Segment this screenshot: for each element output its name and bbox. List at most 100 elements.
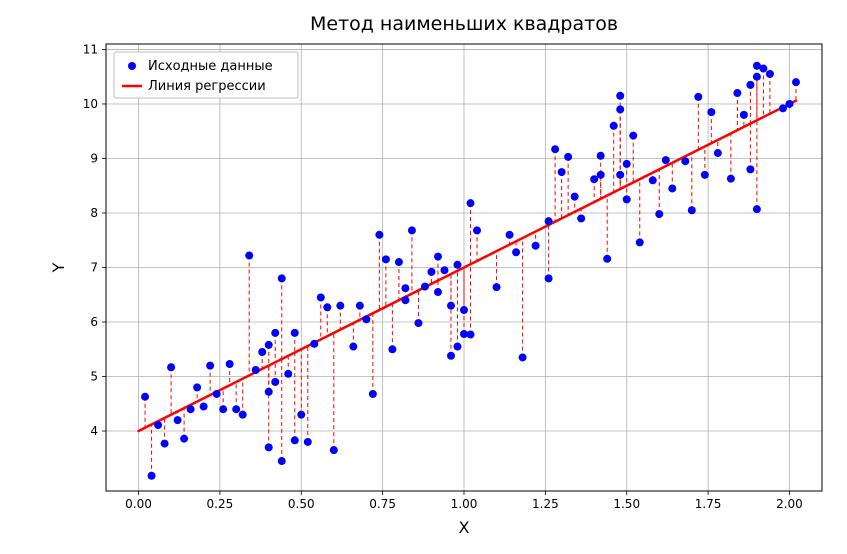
data-point	[636, 238, 644, 246]
y-tick-label: 8	[90, 206, 98, 220]
x-tick-label: 2.00	[776, 497, 803, 511]
data-point	[421, 283, 429, 291]
data-point	[753, 205, 761, 213]
y-tick-label: 9	[90, 151, 98, 165]
data-point	[232, 405, 240, 413]
data-point	[304, 438, 312, 446]
data-point	[388, 345, 396, 353]
data-point	[278, 274, 286, 282]
data-point	[746, 165, 754, 173]
data-point	[714, 149, 722, 157]
data-point	[349, 343, 357, 351]
data-point	[141, 393, 149, 401]
data-point	[434, 288, 442, 296]
data-point	[291, 436, 299, 444]
data-point	[239, 411, 247, 419]
data-point	[649, 176, 657, 184]
data-point	[401, 284, 409, 292]
data-point	[493, 283, 501, 291]
data-point	[271, 329, 279, 337]
axes: 0.000.250.500.751.001.251.501.752.00 456…	[83, 42, 822, 511]
data-point	[278, 457, 286, 465]
data-point	[603, 255, 611, 263]
data-point	[616, 171, 624, 179]
legend-label: Исходные данные	[148, 59, 273, 74]
data-point	[681, 157, 689, 165]
data-point	[193, 383, 201, 391]
data-point	[265, 388, 273, 396]
data-point	[271, 378, 279, 386]
y-tick-label: 4	[90, 424, 98, 438]
data-point	[362, 315, 370, 323]
chart-svg: 0.000.250.500.751.001.251.501.752.00 456…	[0, 0, 847, 554]
data-point	[330, 446, 338, 454]
y-tick-label: 10	[83, 97, 98, 111]
data-point	[356, 302, 364, 310]
data-point	[219, 405, 227, 413]
data-point	[453, 343, 461, 351]
legend-marker-scatter	[128, 62, 136, 70]
data-point	[545, 217, 553, 225]
data-point	[467, 199, 475, 207]
x-tick-label: 1.25	[532, 497, 559, 511]
chart-title: Метод наименьших квадратов	[310, 13, 618, 35]
x-tick-label: 1.00	[451, 497, 478, 511]
data-point	[668, 184, 676, 192]
data-point	[284, 370, 292, 378]
data-point	[200, 403, 208, 411]
x-tick-label: 1.50	[613, 497, 640, 511]
data-point	[623, 195, 631, 203]
x-tick-label: 0.75	[369, 497, 396, 511]
data-point	[167, 363, 175, 371]
data-point	[629, 132, 637, 140]
legend-label: Линия регрессии	[148, 79, 266, 94]
x-tick-label: 1.75	[695, 497, 722, 511]
data-point	[779, 104, 787, 112]
data-point	[727, 175, 735, 183]
data-point	[564, 153, 572, 161]
data-point	[258, 348, 266, 356]
data-point	[688, 206, 696, 214]
data-point	[616, 105, 624, 113]
data-point	[597, 171, 605, 179]
data-point	[733, 89, 741, 97]
data-point	[245, 252, 253, 260]
data-point	[655, 210, 663, 218]
data-point	[395, 258, 403, 266]
figure: 0.000.250.500.751.001.251.501.752.00 456…	[0, 0, 847, 554]
data-point	[473, 226, 481, 234]
data-point	[427, 268, 435, 276]
data-point	[577, 214, 585, 222]
data-point	[453, 261, 461, 269]
data-point	[571, 193, 579, 201]
data-point	[460, 306, 468, 314]
data-point	[519, 353, 527, 361]
data-point	[701, 171, 709, 179]
data-point	[597, 152, 605, 160]
data-point	[753, 73, 761, 81]
data-point	[440, 266, 448, 274]
y-tick-label: 6	[90, 315, 98, 329]
x-tick-label: 0.50	[288, 497, 315, 511]
data-point	[206, 362, 214, 370]
data-point	[766, 70, 774, 78]
data-point	[694, 93, 702, 101]
data-point	[401, 296, 409, 304]
data-point	[792, 78, 800, 86]
data-point	[447, 352, 455, 360]
data-point	[558, 168, 566, 176]
data-point	[551, 145, 559, 153]
data-point	[467, 331, 475, 339]
x-axis-label: X	[459, 518, 470, 537]
data-point	[785, 100, 793, 108]
data-point	[317, 293, 325, 301]
y-axis-label: Y	[49, 262, 68, 273]
data-point	[447, 302, 455, 310]
data-point	[746, 81, 754, 89]
y-tick-label: 11	[83, 42, 98, 56]
data-point	[323, 303, 331, 311]
data-point	[265, 443, 273, 451]
data-point	[265, 341, 273, 349]
data-point	[174, 416, 182, 424]
data-point	[740, 111, 748, 119]
